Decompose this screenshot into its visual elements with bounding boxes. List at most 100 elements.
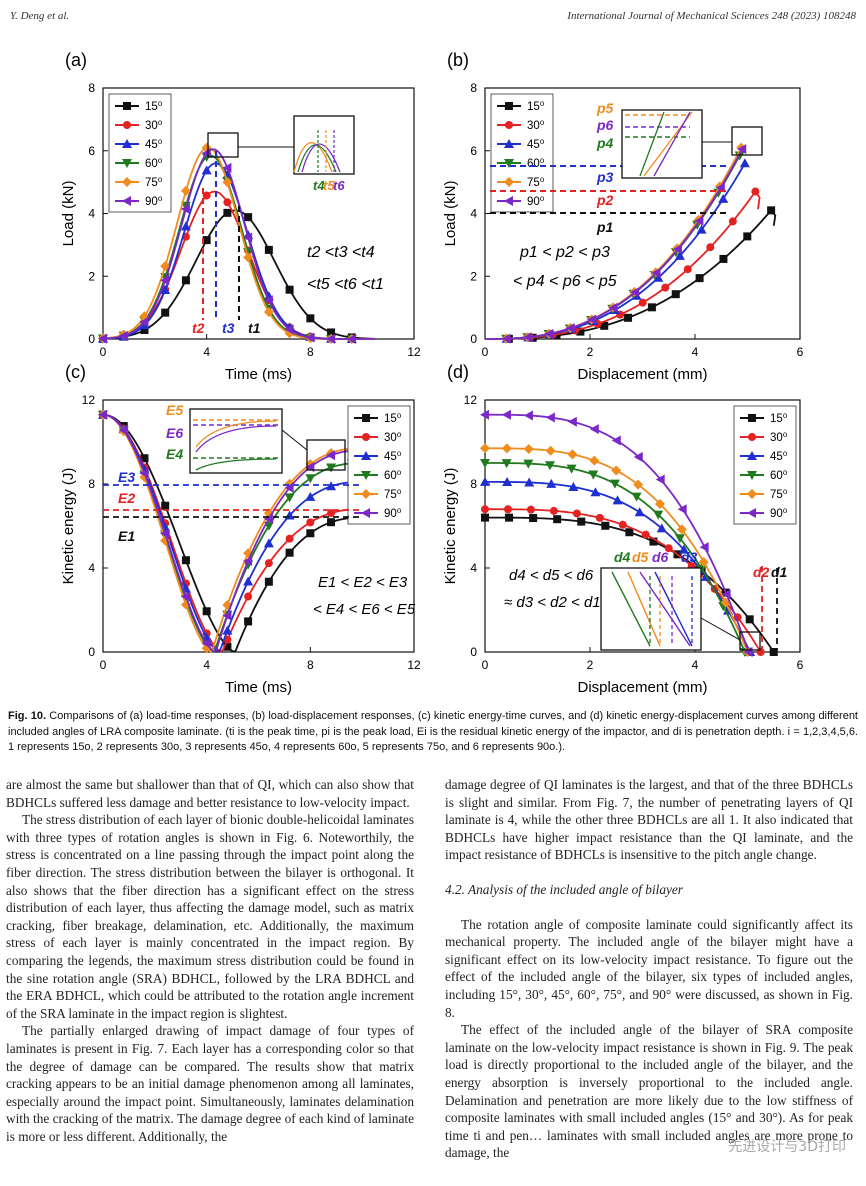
data-point — [222, 610, 232, 621]
data-point — [633, 479, 644, 490]
data-point — [305, 474, 316, 484]
zoom-box — [739, 631, 761, 651]
legend-label: 15⁰ — [770, 413, 788, 425]
plot-frame — [102, 399, 415, 653]
data-point — [504, 139, 514, 148]
data-point — [504, 196, 513, 206]
data-point — [223, 208, 232, 217]
data-point — [285, 548, 294, 557]
x-tick-label: 6 — [797, 658, 804, 672]
energy-label: E1 — [118, 528, 135, 544]
y-tick-label: 12 — [464, 393, 478, 407]
running-journal: International Journal of Mechanical Scie… — [567, 10, 856, 22]
data-point — [674, 534, 685, 544]
data-point — [655, 474, 665, 485]
data-point — [565, 323, 575, 334]
x-tick-label: 0 — [482, 658, 489, 672]
data-point — [505, 102, 513, 110]
data-point — [748, 433, 756, 441]
data-point — [327, 518, 336, 527]
y-tick-label: 6 — [88, 144, 95, 158]
data-point — [504, 159, 514, 168]
data-point — [767, 206, 776, 215]
data-point — [264, 577, 273, 586]
legend-box — [733, 405, 797, 525]
data-point — [306, 518, 315, 527]
y-axis-label: Kinetic energy (J) — [60, 468, 77, 585]
annotation: ≈ d3 < d2 < d1 — [504, 594, 601, 611]
energy-label: E6 — [166, 425, 183, 441]
data-point — [677, 504, 687, 515]
energy-label: E3 — [118, 469, 135, 485]
data-point — [728, 217, 737, 226]
x-tick-label: 0 — [482, 345, 489, 359]
y-axis-label: Load (kN) — [442, 181, 459, 247]
x-tick-label: 0 — [100, 658, 107, 672]
legend-label: 75⁰ — [384, 489, 402, 501]
data-point — [503, 505, 512, 514]
data-point — [683, 265, 692, 274]
data-point — [222, 177, 233, 188]
data-point — [202, 191, 211, 200]
data-point — [748, 414, 756, 422]
inset-curve — [639, 111, 665, 177]
peak-time-label: t5 — [323, 178, 335, 193]
data-point — [501, 409, 511, 420]
annotation: < p4 < p6 < p5 — [513, 273, 617, 290]
legend-label: 45⁰ — [384, 451, 402, 463]
data-point — [243, 232, 253, 243]
data-point — [202, 607, 211, 616]
right-column: damage degree of QI laminates is the lar… — [445, 776, 853, 1162]
data-point — [698, 556, 709, 567]
depth-label: d4 — [614, 549, 631, 565]
legend-label: 30⁰ — [770, 432, 788, 444]
data-point — [244, 592, 253, 601]
paragraph: are almost the same but shallower than t… — [6, 777, 414, 810]
legend-label: 90⁰ — [770, 508, 788, 520]
data-point — [326, 333, 336, 344]
data-point — [305, 332, 315, 343]
data-point — [223, 642, 232, 651]
data-point — [480, 409, 489, 420]
data-point — [222, 162, 232, 173]
series-line — [102, 413, 361, 654]
paragraph: The rotation angle of composite laminate… — [445, 916, 853, 1020]
y-tick-label: 2 — [470, 269, 477, 283]
data-point — [140, 454, 149, 463]
y-axis-label: Kinetic energy (J) — [442, 468, 459, 585]
data-point — [306, 529, 315, 538]
data-point — [140, 326, 149, 335]
data-point — [611, 465, 622, 476]
legend-label: 30⁰ — [384, 432, 402, 444]
paragraph: damage degree of QI laminates is the lar… — [445, 777, 853, 863]
y-tick-label: 4 — [88, 207, 95, 221]
data-point — [306, 314, 315, 323]
panel-label: (d) — [447, 362, 469, 382]
inset-curve — [611, 571, 651, 647]
depth-label: d3 — [681, 549, 698, 565]
data-point — [545, 412, 555, 423]
data-point — [181, 276, 190, 285]
y-tick-label: 6 — [470, 144, 477, 158]
chart-axes: 0 4 8 12 0 2 4 6 8 Time (ms) Load (kN) (a) 15⁰ 30⁰ 45⁰… — [60, 50, 421, 383]
data-point — [618, 520, 627, 529]
inset-curve — [653, 111, 691, 177]
data-point — [743, 232, 752, 241]
data-point — [568, 481, 579, 491]
data-point — [305, 491, 316, 501]
legend-label: 90⁰ — [384, 508, 402, 520]
caption-text: Comparisons of (a) load-time responses, … — [8, 710, 858, 753]
inset-curve — [195, 458, 277, 471]
x-axis-label: Displacement (mm) — [577, 679, 707, 696]
data-point — [264, 559, 273, 568]
data-point — [721, 589, 731, 600]
chart-axes: 0 4 8 12 0 4 8 12 Time (ms) Kinetic energy (J) (c)… — [60, 362, 421, 696]
data-point — [243, 252, 254, 263]
data-point — [600, 321, 609, 330]
annotation: p1 < p2 < p3 — [519, 244, 610, 261]
data-point — [641, 530, 650, 539]
y-tick-label: 8 — [470, 477, 477, 491]
legend-label: 45⁰ — [770, 451, 788, 463]
paragraph: The stress distribution of each layer of… — [6, 812, 414, 1021]
data-point — [284, 482, 294, 493]
